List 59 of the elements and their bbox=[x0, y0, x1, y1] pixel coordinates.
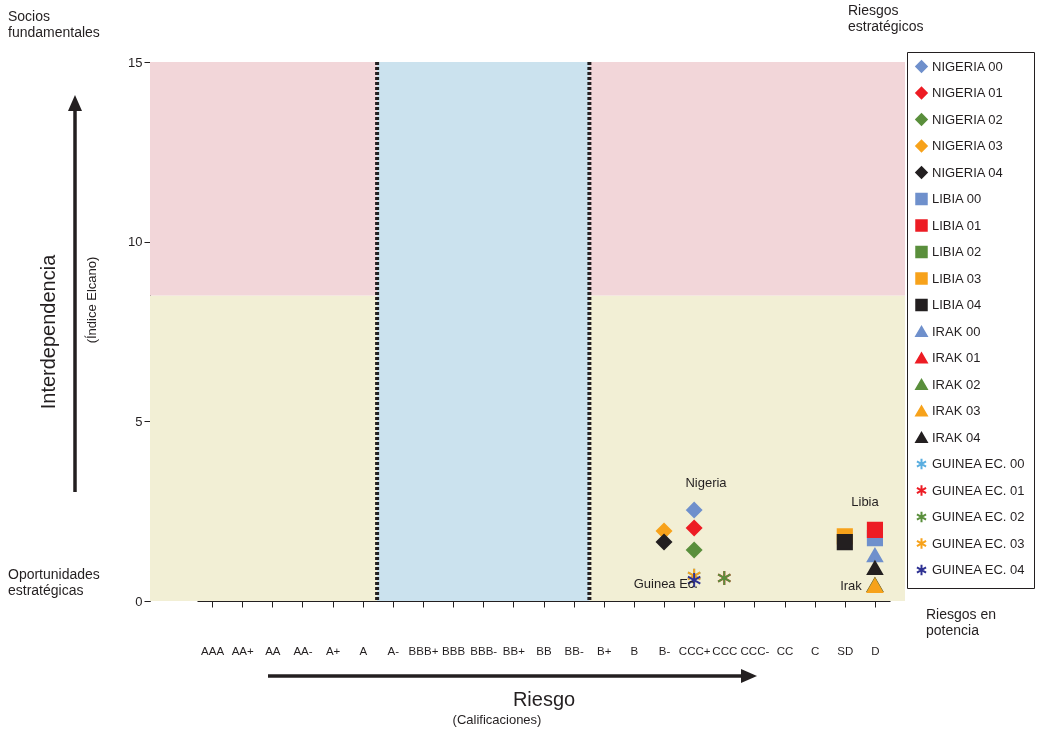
legend-label: NIGERIA 03 bbox=[932, 138, 1003, 153]
x-axis-title: Riesgo bbox=[512, 687, 576, 710]
x-tick-label: C bbox=[811, 644, 820, 657]
text: Socios fundamentales bbox=[8, 8, 101, 40]
y-tick-label: 5 bbox=[135, 413, 143, 429]
text: (Calificaciones) bbox=[452, 712, 542, 728]
legend-label: LIBIA 02 bbox=[932, 244, 982, 259]
x-tick-label: BBB+ bbox=[408, 644, 439, 657]
annotation: Nigeria bbox=[685, 475, 727, 491]
x-tick-label: B+ bbox=[597, 644, 612, 657]
annotation: Libia bbox=[851, 494, 879, 510]
text: (Índice Elcano) bbox=[84, 256, 100, 344]
legend-label: NIGERIA 04 bbox=[932, 164, 1003, 180]
legend-label: IRAK 04 bbox=[932, 429, 981, 445]
x-tick-label: CCC- bbox=[740, 644, 770, 657]
y-axis-title: Interdependencia bbox=[36, 253, 59, 410]
x-tick-label: AA+ bbox=[231, 644, 255, 657]
annotation: Irak bbox=[840, 578, 862, 594]
legend-label: LIBIA 04 bbox=[932, 297, 982, 312]
legend-label: LIBIA 00 bbox=[932, 191, 982, 206]
x-tick-label: B bbox=[630, 644, 639, 657]
legend-label: IRAK 00 bbox=[932, 323, 981, 339]
x-tick-label: CC bbox=[776, 644, 794, 657]
legend-label: GUINEA EC. 03 bbox=[932, 535, 1025, 551]
text: Riesgos en potencia bbox=[926, 606, 998, 638]
x-tick-label: SD bbox=[837, 644, 854, 657]
x-tick-label: BB bbox=[536, 644, 552, 657]
x-tick-label: AA bbox=[265, 644, 281, 657]
annotation: Guinea Ec. bbox=[633, 576, 698, 592]
x-tick-label: AAA bbox=[201, 644, 225, 657]
legend-label: IRAK 03 bbox=[932, 403, 981, 418]
legend-label: IRAK 02 bbox=[932, 376, 981, 392]
x-tick-label: D bbox=[871, 644, 880, 657]
legend-label: IRAK 01 bbox=[932, 350, 981, 365]
legend-label: GUINEA EC. 04 bbox=[932, 562, 1025, 577]
y-tick-label: 10 bbox=[128, 234, 143, 250]
x-tick-label: BBB- bbox=[470, 644, 498, 657]
legend-label: NIGERIA 00 bbox=[932, 58, 1003, 74]
x-tick-label: A+ bbox=[325, 644, 341, 657]
x-tick-label: BBB bbox=[442, 644, 466, 657]
text: Oportunidades estratégicas bbox=[8, 566, 101, 598]
x-tick-label: B- bbox=[658, 644, 671, 657]
x-tick-label: A bbox=[359, 644, 368, 657]
legend-label: GUINEA EC. 02 bbox=[932, 509, 1025, 524]
legend-label: NIGERIA 02 bbox=[932, 111, 1003, 127]
text: Riesgos estratégicos bbox=[848, 2, 925, 34]
legend-label: GUINEA EC. 00 bbox=[932, 456, 1025, 471]
x-tick-label: CCC bbox=[712, 644, 738, 657]
x-tick-label: CCC+ bbox=[678, 644, 711, 657]
x-tick-label: A- bbox=[387, 644, 400, 657]
legend-label: GUINEA EC. 01 bbox=[932, 482, 1025, 498]
x-tick-label: BB- bbox=[564, 644, 584, 657]
x-tick-label: BB+ bbox=[502, 644, 526, 657]
legend-label: NIGERIA 01 bbox=[932, 85, 1003, 100]
legend-label: LIBIA 01 bbox=[932, 217, 982, 233]
y-tick-label: 15 bbox=[128, 54, 143, 70]
x-tick-label: AA- bbox=[293, 644, 313, 657]
y-tick-label: 0 bbox=[135, 593, 143, 609]
legend-label: LIBIA 03 bbox=[932, 270, 982, 286]
